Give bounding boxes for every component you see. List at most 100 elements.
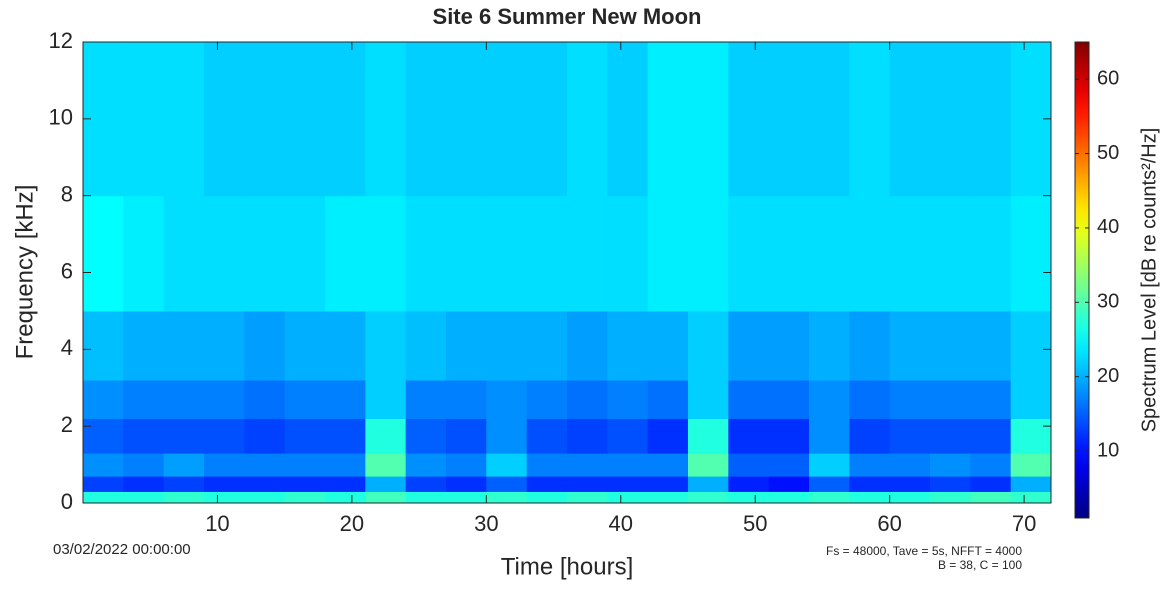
spectrogram-cell xyxy=(244,418,286,454)
spectrogram-cell xyxy=(930,453,971,477)
spectrogram-cell xyxy=(446,476,487,492)
spectrogram-cell xyxy=(526,476,568,492)
spectrogram-cell xyxy=(163,195,205,312)
spectrogram-cell xyxy=(1010,380,1052,419)
spectrogram-cell xyxy=(849,195,891,312)
spectrogram-cell xyxy=(83,491,124,504)
colorbar-tick-label: 30 xyxy=(1097,291,1119,313)
spectrogram-cell xyxy=(486,491,528,504)
spectrogram-cell xyxy=(970,476,1012,492)
spectrogram-cell xyxy=(284,310,326,381)
spectrogram-cell xyxy=(647,42,689,197)
y-axis-label: Frequency [kHz] xyxy=(11,185,38,360)
spectrogram-cell xyxy=(567,418,608,454)
spectrogram-cell xyxy=(607,418,649,454)
spectrogram-cell xyxy=(809,418,850,454)
y-tick-label: 2 xyxy=(61,412,73,437)
spectrogram-cell xyxy=(889,42,931,197)
spectrogram-cell xyxy=(405,310,447,381)
spectrogram-cell xyxy=(567,195,608,312)
spectrogram-cell xyxy=(728,491,770,504)
y-tick-label: 12 xyxy=(49,28,73,53)
spectrogram-cell xyxy=(809,453,850,477)
x-tick-label: 50 xyxy=(743,511,767,536)
spectrogram-cell xyxy=(809,310,850,381)
spectrogram-cell xyxy=(365,476,407,492)
spectrogram-cell xyxy=(325,42,366,197)
spectrogram-cell xyxy=(647,491,689,504)
spectrogram-cell xyxy=(526,310,568,381)
x-axis-label: Time [hours] xyxy=(501,553,633,580)
spectrogram-cell xyxy=(163,418,205,454)
spectrogram-cell xyxy=(970,195,1012,312)
spectrogram-cell xyxy=(163,42,205,197)
spectrogram-cell xyxy=(405,195,447,312)
spectrogram-cell xyxy=(204,491,245,504)
y-tick-label: 8 xyxy=(61,181,73,206)
spectrogram-cell xyxy=(204,42,245,197)
y-tick-label: 0 xyxy=(61,489,73,514)
spectrogram-cell xyxy=(405,491,447,504)
spectrogram-cell xyxy=(365,491,407,504)
spectrogram-cell xyxy=(446,418,487,454)
spectrogram-cell xyxy=(284,453,326,477)
start-date: 03/02/2022 00:00:00 xyxy=(53,541,191,558)
spectrogram-cell xyxy=(284,476,326,492)
spectrogram-cell xyxy=(809,380,850,419)
spectrogram-cell xyxy=(526,42,568,197)
spectrogram-cell xyxy=(647,418,689,454)
spectrogram-cell xyxy=(849,453,891,477)
spectrogram-cell xyxy=(405,418,447,454)
spectrogram-cell xyxy=(365,418,407,454)
spectrogram-cell xyxy=(607,195,649,312)
spectrogram-cell xyxy=(970,42,1012,197)
spectrogram-cell xyxy=(849,380,891,419)
spectrogram-cell xyxy=(204,453,245,477)
spectrogram-cell xyxy=(486,380,528,419)
spectrogram-cell xyxy=(1010,310,1052,381)
spectrogram-cell xyxy=(567,491,608,504)
spectrogram-cell xyxy=(768,195,810,312)
spectrogram-cell xyxy=(486,418,528,454)
spectrogram-cell xyxy=(83,453,124,477)
spectrogram-cell xyxy=(446,380,487,419)
spectrogram-cell xyxy=(930,476,971,492)
spectrogram-cell xyxy=(405,453,447,477)
spectrogram-cell xyxy=(930,491,971,504)
spectrogram-cell xyxy=(284,418,326,454)
spectrogram-cell xyxy=(688,476,729,492)
x-tick-label: 60 xyxy=(877,511,901,536)
spectrogram-cell xyxy=(607,453,649,477)
spectrogram-cell xyxy=(325,491,366,504)
spectrogram-cell xyxy=(123,491,165,504)
spectrogram-cell xyxy=(204,310,245,381)
spectrogram-cell xyxy=(728,380,770,419)
spectrogram-cell xyxy=(809,491,850,504)
spectrogram-cell xyxy=(889,195,931,312)
spectrogram-cell xyxy=(163,476,205,492)
spectrogram-cell xyxy=(647,310,689,381)
spectrogram-cell xyxy=(809,476,850,492)
spectrogram-cell xyxy=(486,476,528,492)
spectrogram-cell xyxy=(526,453,568,477)
spectrogram-cell xyxy=(244,195,286,312)
spectrogram-cell xyxy=(284,491,326,504)
colorbar-tick-label: 10 xyxy=(1097,439,1119,461)
spectrogram-cell xyxy=(849,310,891,381)
spectrogram-cell xyxy=(486,42,528,197)
y-tick-label: 10 xyxy=(49,105,73,130)
spectrogram-cell xyxy=(365,380,407,419)
spectrogram-cell xyxy=(486,310,528,381)
spectrogram-cell xyxy=(1010,491,1052,504)
spectrogram-cell xyxy=(123,310,165,381)
params: Fs = 48000, Tave = 5s, NFFT = 4000 xyxy=(826,544,1022,558)
params: B = 38, C = 100 xyxy=(938,558,1022,572)
spectrogram-cell xyxy=(647,195,689,312)
spectrogram-cell xyxy=(647,476,689,492)
spectrogram-cell xyxy=(446,453,487,477)
spectrogram-cell xyxy=(970,310,1012,381)
spectrogram-cell xyxy=(889,380,931,419)
spectrogram-cell xyxy=(526,491,568,504)
spectrogram-cell xyxy=(889,453,931,477)
spectrogram-cell xyxy=(446,42,487,197)
